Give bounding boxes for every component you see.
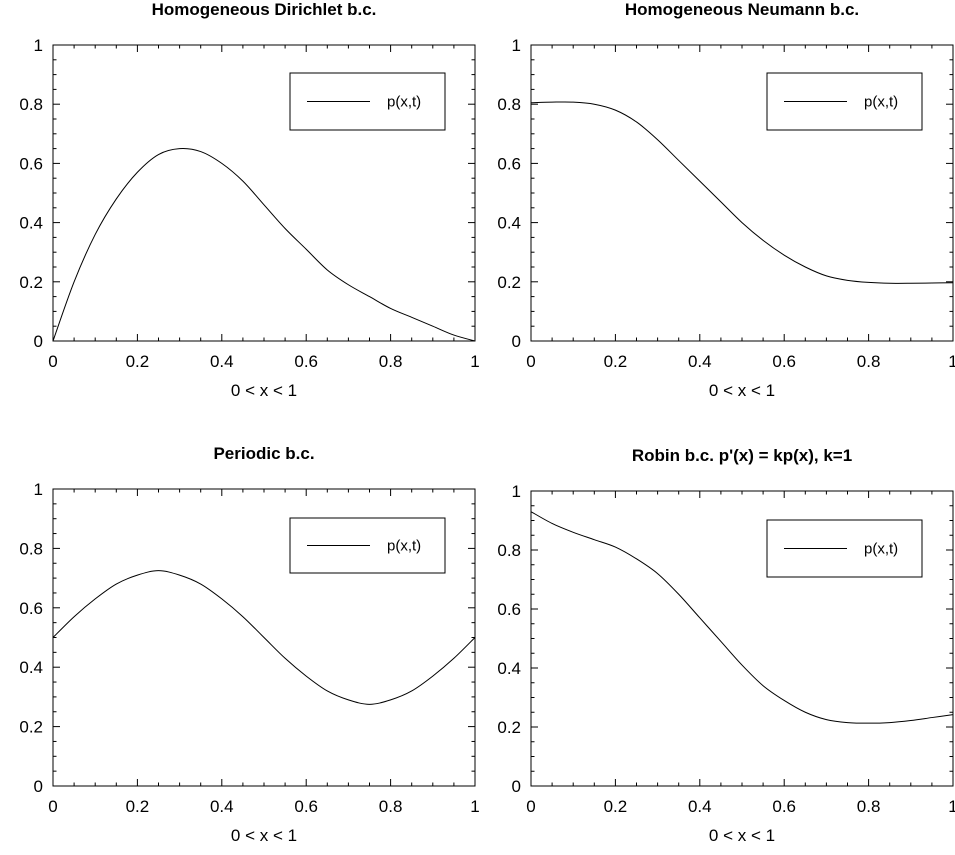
- y-tick-label: 0.6: [19, 599, 43, 618]
- series-line-1: [52, 147, 476, 342]
- chart-title: Homogeneous Dirichlet b.c.: [152, 0, 377, 19]
- chart-panel-4: Robin b.c. p'(x) = kp(x), k=1 0 0.2 0.4 0.6 0…: [497, 446, 955, 845]
- x-tick-label: 0.6: [294, 797, 318, 816]
- x-tick-label: 0.6: [294, 352, 318, 371]
- chart-title: Robin b.c. p'(x) = kp(x), k=1: [632, 446, 852, 465]
- series-line-1: [530, 511, 954, 724]
- chart-title: Periodic b.c.: [213, 444, 314, 463]
- x-tick-label: 0.4: [688, 797, 712, 816]
- y-tick-label: 0.8: [19, 95, 43, 114]
- x-tick-label: 0.8: [857, 352, 881, 371]
- x-tick-label: 0.2: [126, 352, 150, 371]
- x-tick-label: 0: [526, 797, 535, 816]
- y-tick-label: 0.2: [19, 273, 43, 292]
- y-tick-label: 0: [34, 332, 43, 351]
- x-tick-label: 0.2: [604, 797, 628, 816]
- x-tick-label: 0: [48, 352, 57, 371]
- x-axis-label: 0 < x < 1: [231, 826, 297, 845]
- x-axis-label: 0 < x < 1: [709, 381, 775, 400]
- x-axis-label: 0 < x < 1: [709, 826, 775, 845]
- y-tick-label: 1: [34, 36, 43, 55]
- chart-panel-1: Homogeneous Dirichlet b.c. 0 0.2 0.4 0.6 0.8 1…: [19, 0, 479, 400]
- x-tick-label: 0: [48, 797, 57, 816]
- x-axis-label: 0 < x < 1: [231, 381, 297, 400]
- x-tick-label: 1: [470, 352, 479, 371]
- x-tick-label: 0.4: [210, 352, 234, 371]
- y-tick-label: 0.8: [497, 541, 521, 560]
- x-tick-label: 0.2: [126, 797, 150, 816]
- legend-label: p(x,t): [864, 94, 898, 111]
- y-tick-label: 1: [512, 482, 521, 501]
- y-tick-label: 0.2: [497, 718, 521, 737]
- y-tick-label: 0: [34, 777, 43, 796]
- x-tick-label: 0.4: [210, 797, 234, 816]
- y-tick-label: 0.2: [497, 273, 521, 292]
- y-tick-label: 0: [512, 777, 521, 796]
- y-tick-label: 0.4: [497, 659, 521, 678]
- y-tick-label: 0.6: [497, 154, 521, 173]
- legend-label: p(x,t): [387, 94, 421, 111]
- x-tick-label: 0: [526, 352, 535, 371]
- y-tick-label: 0.4: [19, 658, 43, 677]
- x-tick-label: 0.2: [604, 352, 628, 371]
- series-line-1: [530, 101, 954, 284]
- series-line-1: [52, 570, 476, 705]
- y-tick-label: 0.8: [19, 539, 43, 558]
- y-tick-label: 0.2: [19, 718, 43, 737]
- y-tick-label: 0.4: [19, 214, 43, 233]
- legend-label: p(x,t): [864, 541, 898, 558]
- y-tick-label: 0: [512, 332, 521, 351]
- x-tick-label: 1: [948, 352, 955, 371]
- y-tick-label: 0.6: [19, 154, 43, 173]
- y-tick-label: 0.8: [497, 95, 521, 114]
- x-tick-label: 1: [470, 797, 479, 816]
- y-tick-label: 1: [34, 480, 43, 499]
- x-tick-label: 0.8: [857, 797, 881, 816]
- x-tick-label: 0.6: [772, 352, 796, 371]
- x-tick-label: 0.8: [379, 352, 403, 371]
- chart-panel-2: Homogeneous Neumann b.c. 0 0.2 0.4 0.6 0.8 1 0 0…: [497, 0, 955, 400]
- x-tick-label: 0.4: [688, 352, 712, 371]
- x-tick-label: 0.8: [379, 797, 403, 816]
- y-tick-label: 0.6: [497, 600, 521, 619]
- x-tick-label: 0.6: [772, 797, 796, 816]
- chart-panel-3: Periodic b.c. 0 0.2 0.4 0.6 0.8 1 0 0.2 0.4 0.6 0.8…: [19, 444, 479, 845]
- x-tick-label: 1: [948, 797, 955, 816]
- chart-title: Homogeneous Neumann b.c.: [625, 0, 859, 19]
- legend-label: p(x,t): [387, 538, 421, 555]
- y-tick-label: 0.4: [497, 214, 521, 233]
- y-tick-label: 1: [512, 36, 521, 55]
